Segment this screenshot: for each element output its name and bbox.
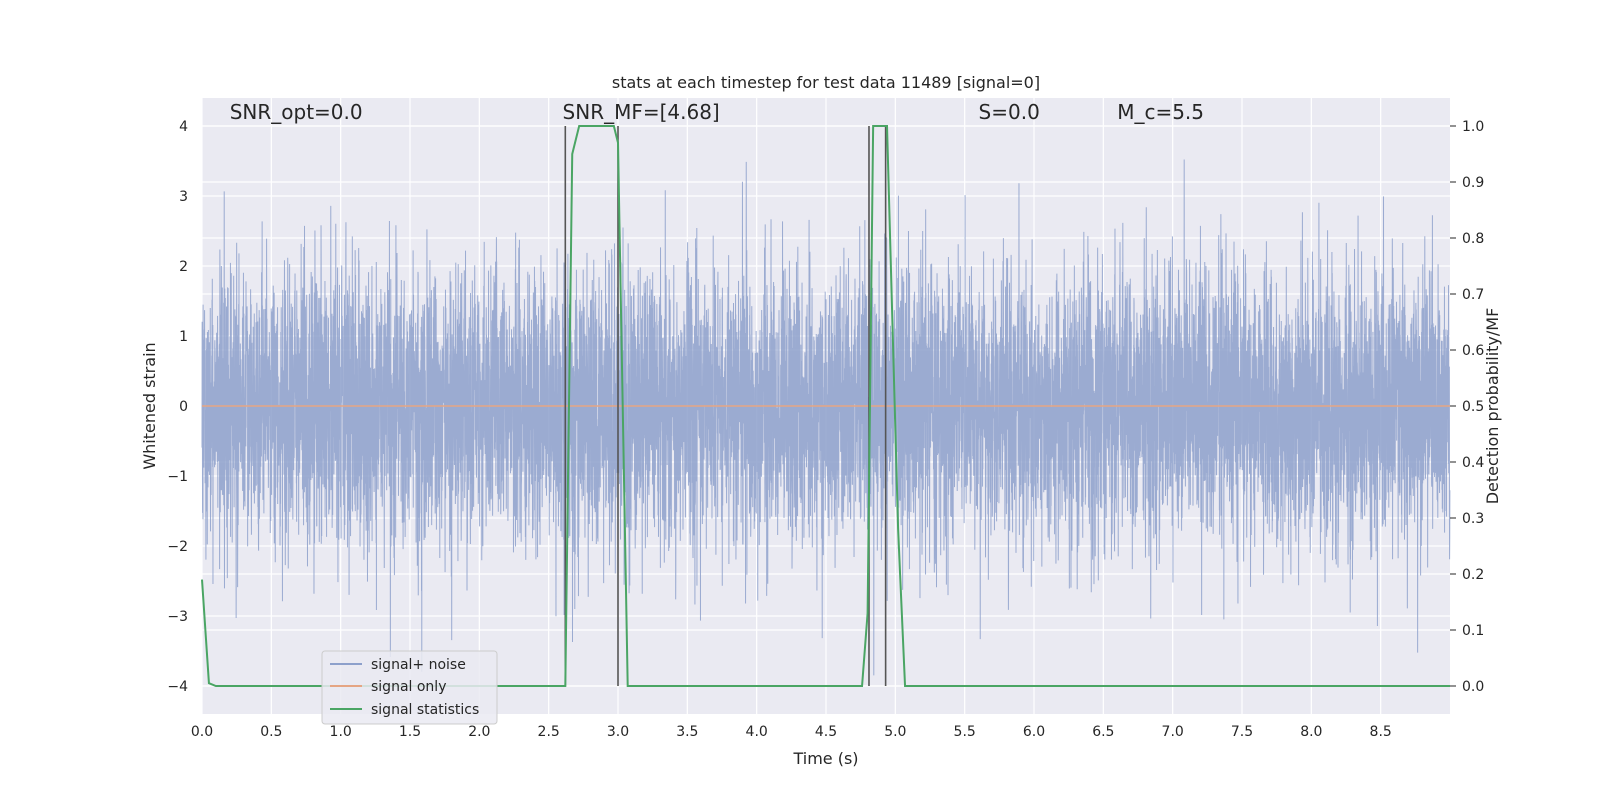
y-tick-label: 2 [179,259,188,275]
x-axis-ticks: 0.0 0.5 1.0 1.5 2.0 2.5 3.0 3.5 4.0 4.5 5.0 5.5 6.0 6… [191,724,1392,740]
series-signal-statistics [201,125,1450,687]
x-tick-label: 5.5 [954,724,976,740]
x-tick-label: 1.5 [399,724,421,740]
legend-box [321,650,498,725]
y-right-tick-label: 0.6 [1462,343,1484,359]
y-tick-label: −2 [167,539,188,555]
x-tick-label: 4.5 [815,724,837,740]
y-tick-label: 1 [179,329,188,345]
detection-markers [564,126,887,686]
y-right-tick-label: 0.5 [1462,399,1484,415]
annotation-mc: M_c=5.5 [1117,100,1204,124]
x-tick-label: 6.0 [1023,724,1045,740]
legend-label-signal-only: signal only [371,679,446,695]
y-right-tick-label: 0.1 [1462,623,1484,639]
y-right-tick-label: 0.3 [1462,511,1484,527]
y-tick-label: −1 [167,469,188,485]
y-tick-label: 3 [179,189,188,205]
legend: signal+ noise signal only signal statist… [321,650,498,725]
x-tick-label: 8.5 [1370,724,1392,740]
legend-label-signal-noise: signal+ noise [371,657,466,673]
y-right-tick-label: 0.2 [1462,567,1484,583]
annotation-snr-mf: SNR_MF=[4.68] [563,100,720,124]
series-signal-noise [201,159,1451,676]
x-tick-label: 1.0 [330,724,352,740]
series-line-signal-noise [201,159,1451,676]
annotation-s: S=0.0 [979,100,1040,124]
y-right-tick-label: 1.0 [1462,119,1484,135]
y-right-tick-label: 0.8 [1462,231,1484,247]
y-tick-label: 4 [179,119,188,135]
annotations: SNR_opt=0.0 SNR_MF=[4.68] S=0.0 M_c=5.5 [230,100,1204,124]
series-line-signal-statistics [201,125,1450,687]
x-tick-label: 3.0 [607,724,629,740]
x-tick-label: 5.0 [884,724,906,740]
y-axis-label: Whitened strain [140,342,159,469]
legend-label-signal-statistics: signal statistics [371,702,479,718]
x-tick-label: 0.5 [260,724,282,740]
x-tick-label: 0.0 [191,724,213,740]
y-tick-label: −3 [167,609,188,625]
y-right-tick-label: 0.7 [1462,287,1484,303]
x-axis-label: Time (s) [792,749,858,768]
y-axis-right-label: Detection probability/MF [1483,308,1502,505]
y-axis-right-ticks: 0.0 0.1 0.2 0.3 0.4 0.5 0.6 0.7 0.8 0.9 1.0 [1450,119,1484,695]
x-tick-label: 6.5 [1092,724,1114,740]
y-tick-label: −4 [167,679,188,695]
x-tick-label: 8.0 [1300,724,1322,740]
y-axis-ticks: −4 −3 −2 −1 0 1 2 3 4 [167,119,188,695]
chart-title: stats at each timestep for test data 114… [612,73,1040,92]
annotation-snr-opt: SNR_opt=0.0 [230,100,363,124]
x-tick-label: 7.0 [1162,724,1184,740]
y-tick-label: 0 [179,399,188,415]
x-tick-label: 3.5 [676,724,698,740]
y-right-tick-label: 0.0 [1462,679,1484,695]
y-right-tick-label: 0.4 [1462,455,1484,471]
x-tick-label: 4.0 [746,724,768,740]
y-right-tick-label: 0.9 [1462,175,1484,191]
x-tick-label: 7.5 [1231,724,1253,740]
x-tick-label: 2.0 [468,724,490,740]
x-tick-label: 2.5 [538,724,560,740]
